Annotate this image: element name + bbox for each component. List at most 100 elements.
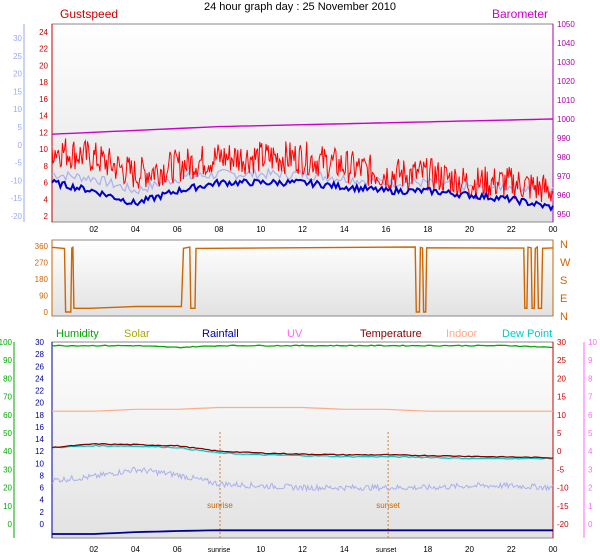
wind-right-axis-tick: 980: [557, 153, 571, 162]
humidity-axis-tick: 30: [3, 465, 12, 474]
rainfall-axis-tick: 20: [35, 399, 44, 408]
windspeed-line: [51, 177, 554, 213]
rainfall-axis-tick: 0: [40, 520, 45, 529]
climate-x-axis-tick: 02: [89, 545, 98, 554]
rainfall-axis-tick: 8: [40, 472, 45, 481]
wind-mid-axis-tick: 20: [39, 62, 48, 71]
temperature-axis-tick: 30: [557, 338, 566, 347]
climate-panel-plot: [51, 341, 554, 539]
chart-title: 24 hour graph day : 25 November 2010: [204, 1, 396, 13]
humidity-axis-tick: 10: [3, 502, 12, 511]
uv-axis-tick: 5: [588, 429, 593, 438]
wind-mid-axis-tick: 12: [39, 128, 48, 137]
rainfall-axis-tick: 24: [35, 374, 44, 383]
legend-item: Rainfall: [202, 328, 239, 340]
climate-x-axis-tick: sunset: [376, 547, 397, 554]
wind-left-axis-tick: 0: [18, 141, 23, 150]
climate-x-axis-tick: 20: [465, 545, 474, 554]
wind-right-axis-tick: 970: [557, 172, 571, 181]
direction-panel-plot: [51, 239, 554, 317]
legend-item: Indoor: [446, 328, 478, 340]
uv-axis-tick: 2: [588, 484, 593, 493]
direction-left-axis-tick: 180: [35, 275, 49, 284]
wind-mid-axis-tick: 4: [44, 195, 49, 204]
climate-x-axis-tick: 10: [256, 545, 265, 554]
direction-left-axis-tick: 90: [39, 292, 48, 301]
wind-left-axis-tick: 20: [13, 70, 22, 79]
wind-right-axis-tick: 1050: [557, 20, 575, 29]
temperature-axis-tick: 10: [557, 411, 566, 420]
temperature-line: [51, 442, 554, 459]
wind-right-axis-tick: 1040: [557, 39, 575, 48]
humidity-axis-tick: 70: [3, 393, 12, 402]
rainfall-axis-tick: 6: [40, 484, 45, 493]
wind-mid-axis-tick: 16: [39, 95, 48, 104]
wind-right-axis-tick: 1030: [557, 58, 575, 67]
wind-x-axis-tick: 08: [215, 225, 224, 234]
sunrise-label: sunrise: [207, 501, 233, 510]
rainfall-axis-tick: 2: [40, 508, 45, 517]
climate-x-axis-tick: 04: [131, 545, 140, 554]
compass-label: E: [560, 293, 567, 305]
temperature-axis-tick: -10: [557, 484, 569, 493]
rainfall-axis-tick: 28: [35, 350, 44, 359]
gustspeed-label: Gustspeed: [60, 7, 118, 21]
wind-x-axis-tick: 20: [465, 225, 474, 234]
climate-x-axis-tick: 22: [507, 545, 516, 554]
rainfall-line: [52, 529, 553, 535]
wind-right-axis-tick: 960: [557, 191, 571, 200]
wind-left-axis-tick: 5: [18, 123, 23, 132]
legend-item: UV: [287, 328, 303, 340]
wind-left-axis-tick: 30: [13, 34, 22, 43]
climate-x-axis-tick: 18: [423, 545, 432, 554]
wind-left-axis-tick: -15: [10, 194, 22, 203]
humidity-axis-tick: 100: [0, 338, 13, 347]
rainfall-axis-tick: 26: [35, 362, 44, 371]
barometer-line: [51, 118, 554, 135]
wind-right-axis-tick: 1020: [557, 77, 575, 86]
uv-axis-tick: 0: [588, 520, 593, 529]
direction-left-axis-tick: 0: [44, 308, 49, 317]
wind-left-axis-tick: -5: [15, 159, 23, 168]
humidity-axis-tick: 40: [3, 447, 12, 456]
legend-item: Temperature: [360, 328, 422, 340]
climate-x-axis-tick: sunrise: [208, 547, 231, 554]
humidity-axis-tick: 60: [3, 411, 12, 420]
legend-item: Humidity: [56, 328, 99, 340]
wind-x-axis-tick: 04: [131, 225, 140, 234]
average-wind-line: [51, 466, 554, 493]
gustspeed-line: [51, 138, 554, 203]
legend-item: Dew Point: [502, 328, 552, 340]
wind-x-axis-tick: 22: [507, 225, 516, 234]
uv-axis-tick: 8: [588, 374, 593, 383]
humidity-line: [51, 344, 554, 349]
wind-x-axis-tick: 18: [423, 225, 432, 234]
wind-mid-axis-tick: 2: [44, 212, 49, 221]
wind-right-axis-tick: 1010: [557, 96, 575, 105]
rainfall-axis-tick: 30: [35, 338, 44, 347]
humidity-axis-tick: 80: [3, 374, 12, 383]
rainfall-axis-tick: 18: [35, 411, 44, 420]
compass-label: N: [560, 311, 568, 323]
uv-axis-tick: 6: [588, 411, 593, 420]
wind-right-axis-tick: 950: [557, 210, 571, 219]
wind-x-axis-tick: 02: [89, 225, 98, 234]
rainfall-axis-tick: 22: [35, 387, 44, 396]
wind-x-axis-tick: 16: [382, 225, 391, 234]
humidity-axis-tick: 0: [8, 520, 13, 529]
rainfall-axis-tick: 10: [35, 459, 44, 468]
rainfall-axis-tick: 16: [35, 423, 44, 432]
wind-mid-axis-tick: 10: [39, 145, 48, 154]
uv-axis-tick: 10: [588, 338, 597, 347]
wind-left-axis-tick: 10: [13, 105, 22, 114]
wind-left-axis-tick: 15: [13, 87, 22, 96]
compass-label: S: [560, 275, 567, 287]
humidity-axis-tick: 50: [3, 429, 12, 438]
wind-direction-line: [51, 245, 554, 313]
legend-item: Solar: [124, 328, 150, 340]
temperature-axis-tick: -15: [557, 502, 569, 511]
wind-mid-axis-tick: 22: [39, 45, 48, 54]
uv-axis-tick: 3: [588, 465, 593, 474]
wind-panel-plot: [51, 23, 554, 223]
